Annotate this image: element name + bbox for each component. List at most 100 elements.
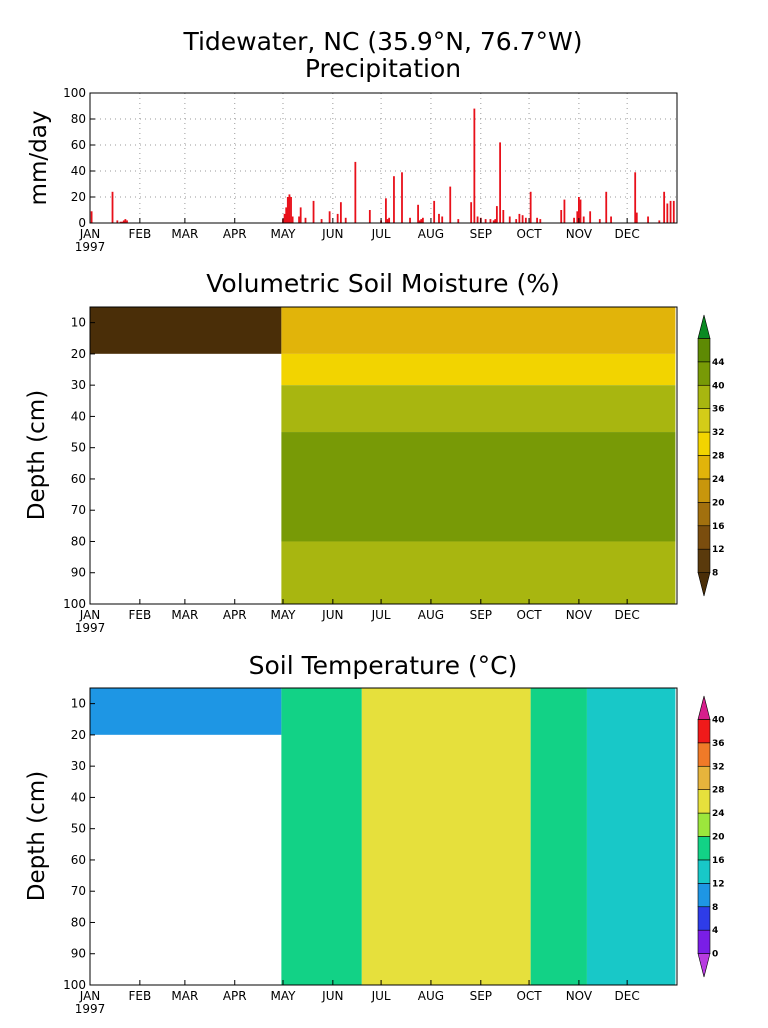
precipitation-bar	[515, 219, 518, 223]
y-tick-label: 80	[71, 112, 86, 126]
colorbar-tick-label: 24	[712, 475, 725, 485]
precipitation-bar	[576, 211, 579, 223]
precipitation-bar	[449, 186, 452, 223]
colorbar-tick-label: 28	[712, 786, 725, 796]
colorbar-segment	[697, 431, 711, 456]
precipitation-bar	[385, 198, 387, 223]
y-tick-label: 70	[71, 884, 86, 898]
colorbar-tick-label: 16	[712, 522, 725, 532]
colorbar-tick-label: 32	[712, 762, 725, 772]
soil-temperature-yticks: 10 20 30 40 50 60 70 80 90 100	[63, 697, 95, 992]
heatmap-region	[410, 688, 515, 767]
heatmap-region	[586, 688, 676, 985]
x-tick-label: APR	[223, 608, 247, 622]
precipitation-bar	[344, 217, 347, 223]
y-tick-label: 30	[71, 759, 86, 773]
precipitation-bar	[494, 219, 497, 223]
x-tick-label: DEC	[615, 227, 640, 241]
colorbar-segment	[697, 548, 711, 573]
precipitation-bar	[573, 217, 575, 223]
precipitation-bar	[122, 220, 125, 223]
precipitation-bar	[647, 216, 649, 223]
colorbar-tick-label: 8	[712, 569, 718, 579]
heatmap-region	[281, 307, 676, 354]
precipitation-bar	[290, 197, 292, 223]
colorbar-tick-label: 8	[712, 903, 718, 913]
precipitation-bar	[299, 207, 302, 223]
x-tick-label: NOV	[566, 608, 593, 622]
colorbar-segment	[697, 765, 711, 790]
soil-temperature-colorbar: 0 4 8 12 16 20 24 28 32 36 40	[697, 695, 725, 978]
soil-temperature-field	[90, 688, 676, 985]
precipitation-bar	[669, 200, 672, 223]
precipitation-bar	[401, 172, 403, 223]
precipitation-bar	[339, 202, 342, 223]
x-tick-label: SEP	[470, 989, 492, 1003]
x-tick-label: JUL	[371, 989, 391, 1003]
soil-temperature-xticks: JAN FEB MAR APR MAY JUN JUL AUG SEP OCT NOV DEC 1997	[75, 980, 640, 1016]
y-tick-label: 100	[63, 86, 86, 100]
precipitation-bar	[354, 161, 357, 223]
colorbar-segment	[697, 789, 711, 814]
y-tick-label: 20	[71, 190, 86, 204]
precipitation-bar	[605, 191, 608, 223]
colorbar-tick-label: 40	[712, 715, 725, 725]
y-tick-label: 20	[71, 347, 86, 361]
precipitation-bar	[298, 216, 300, 223]
heatmap-region	[90, 353, 282, 604]
x-tick-label: JUN	[321, 608, 343, 622]
x-tick-label: MAY	[271, 608, 297, 622]
precipitation-bar	[457, 219, 460, 223]
y-tick-label: 10	[71, 697, 86, 711]
x-tick-label: JAN	[79, 227, 101, 241]
colorbar-tick-label: 36	[712, 405, 725, 415]
soil-moisture-field	[90, 307, 676, 604]
colorbar-tick-label: 0	[712, 950, 718, 960]
precipitation-bar	[420, 219, 423, 223]
x-tick-label: DEC	[615, 989, 640, 1003]
x-tick-label: JUL	[371, 227, 391, 241]
precipitation-bar	[328, 211, 331, 223]
precipitation-bar	[579, 199, 582, 223]
colorbar-tick-label: 12	[712, 545, 725, 555]
precipitation-bar	[119, 221, 122, 223]
heatmap-region	[90, 688, 282, 735]
precipitation-bar	[291, 216, 294, 223]
heatmap-region	[281, 432, 676, 542]
precipitation-bar	[666, 203, 669, 223]
x-year-label: 1997	[75, 621, 106, 635]
colorbar-segment	[697, 906, 711, 931]
x-tick-label: AUG	[418, 227, 444, 241]
colorbar-segment	[697, 455, 711, 480]
y-tick-label: 50	[71, 441, 86, 455]
y-tick-label: 10	[71, 316, 86, 330]
heatmap-region	[281, 688, 362, 985]
y-tick-label: 80	[71, 915, 86, 929]
colorbar-segment	[697, 572, 711, 597]
precipitation-bar	[610, 216, 612, 223]
x-tick-label: FEB	[128, 608, 151, 622]
precipitation-bar	[368, 210, 371, 223]
colorbar-segment	[697, 361, 711, 386]
precipitation-bar	[473, 108, 476, 223]
precipitation-bar	[90, 211, 93, 223]
soil-moisture-ylabel: Depth (cm)	[24, 390, 50, 520]
colorbar-segment	[697, 314, 711, 339]
x-year-label: 1997	[75, 240, 106, 254]
colorbar-tick-label: 36	[712, 739, 725, 749]
precipitation-panel: Precipitation mm/day 0 20 40 60 80 100 JAN FEB…	[26, 54, 678, 254]
precipitation-bar	[409, 217, 411, 223]
colorbar-tick-label: 4	[712, 926, 718, 936]
precipitation-bar	[658, 220, 661, 223]
precipitation-bar	[111, 191, 114, 223]
precipitation-bar	[438, 213, 440, 223]
precipitation-bar	[589, 211, 592, 223]
precipitation-bar	[495, 206, 498, 223]
x-tick-label: NOV	[566, 227, 593, 241]
soil-temperature-frame	[89, 687, 678, 986]
x-tick-label: MAY	[271, 227, 297, 241]
colorbar-segment	[697, 695, 711, 720]
precipitation-bar	[663, 191, 666, 223]
colorbar-segment	[697, 525, 711, 550]
